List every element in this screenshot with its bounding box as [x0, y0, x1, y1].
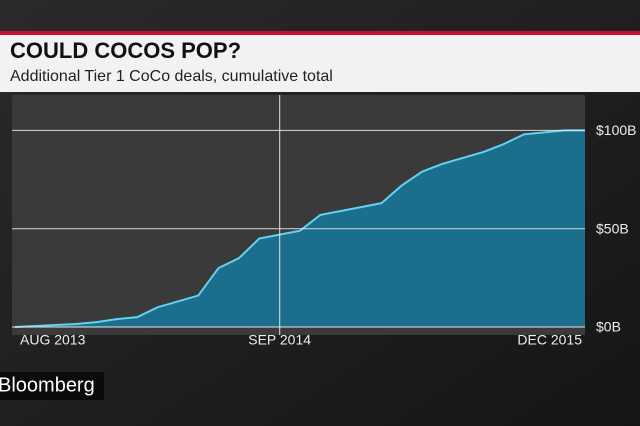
- chart-title: COULD COCOS POP?: [10, 38, 241, 63]
- title-box: [0, 35, 640, 92]
- area-line: [14, 129, 585, 328]
- area: [15, 130, 585, 327]
- x-tick-label: DEC 2015: [517, 332, 582, 348]
- x-tick-label: AUG 2013: [20, 332, 86, 348]
- red-stripe: [0, 31, 640, 35]
- x-tick-label: SEP 2014: [248, 332, 311, 348]
- y-tick-label: $100B: [596, 122, 636, 138]
- y-tick-label: $50B: [596, 220, 629, 236]
- chart-subtitle: Additional Tier 1 CoCo deals, cumulative…: [10, 68, 333, 85]
- brand-box: [0, 372, 104, 400]
- y-tick-label: $0B: [596, 319, 621, 335]
- brand-logo: Bloomberg: [0, 374, 95, 396]
